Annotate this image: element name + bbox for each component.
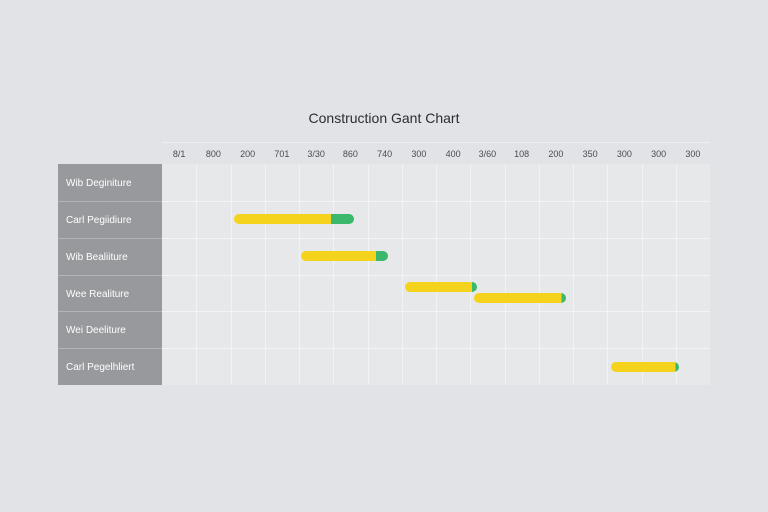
grid-row-line xyxy=(162,311,710,313)
grid-row-line xyxy=(162,348,710,350)
timeline-tick-label: 300 xyxy=(411,149,427,159)
task-bar[interactable] xyxy=(610,361,680,372)
timeline-header: 8/1 800 200 701 3/30 860 740 300 400 3/60 108 200 35… xyxy=(162,142,710,165)
timeline-tick-label: 400 xyxy=(445,149,461,159)
timeline-tick-label: 108 xyxy=(514,149,530,159)
timeline-tick-label: 300 xyxy=(685,149,701,159)
row-label-column: Wib Deginiture Carl Pegiidiure Wib Bealiit… xyxy=(58,164,162,385)
task-row-label: Wib Deginiture xyxy=(66,178,132,189)
task-bar[interactable] xyxy=(473,292,567,303)
row-separator xyxy=(58,237,162,239)
row-separator xyxy=(58,274,162,276)
timeline-tick-label: 8/1 xyxy=(172,149,186,159)
grid-row-line xyxy=(162,274,710,276)
timeline-tick-label: 860 xyxy=(342,149,358,159)
row-separator xyxy=(58,200,162,202)
timeline-tick-label: 200 xyxy=(548,149,564,159)
timeline-tick-label: 800 xyxy=(205,149,221,159)
timeline-tick-label: 701 xyxy=(274,149,290,159)
task-row-label: Carl Pegelhliert xyxy=(66,362,135,374)
task-row-label: Wei Deeliture xyxy=(66,325,126,337)
gantt-grid xyxy=(162,164,710,385)
task-row-label: Wee Realiture xyxy=(66,288,130,300)
timeline-tick-label: 300 xyxy=(651,149,667,159)
row-separator xyxy=(58,348,162,350)
chart-title: Construction Gant Chart xyxy=(308,110,460,126)
timeline-tick-label: 740 xyxy=(377,149,393,159)
row-separator xyxy=(58,311,162,313)
timeline-tick-label: 300 xyxy=(616,149,632,159)
timeline-tick-label: 200 xyxy=(240,149,256,159)
grid-row-line xyxy=(162,200,710,202)
task-bar[interactable] xyxy=(300,251,389,262)
timeline-tick-label: 350 xyxy=(582,149,598,159)
task-bar[interactable] xyxy=(405,281,478,292)
task-row-label: Carl Pegiidiure xyxy=(66,214,132,226)
grid-row-line xyxy=(162,237,710,239)
timeline-tick-label: 3/60 xyxy=(478,149,497,159)
task-bar[interactable] xyxy=(233,214,354,225)
timeline-tick-label: 3/30 xyxy=(307,149,325,159)
task-row-label: Wib Bealiiture xyxy=(66,251,128,263)
